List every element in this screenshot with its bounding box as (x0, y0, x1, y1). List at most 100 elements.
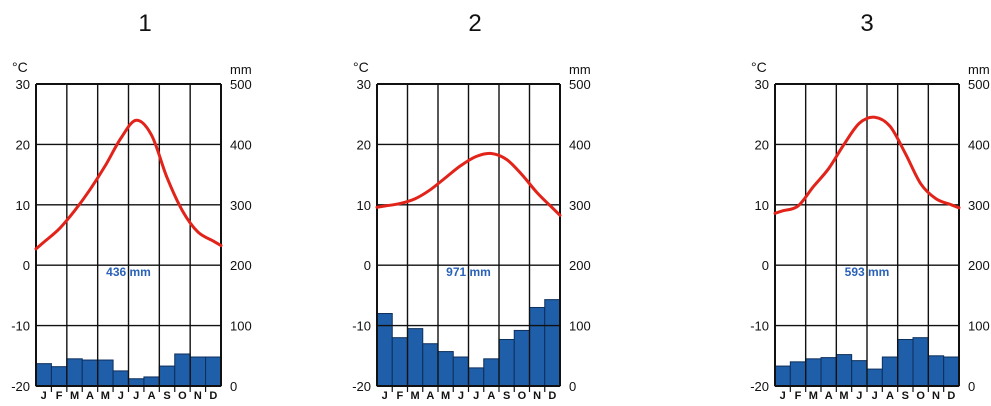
temperature-tick-label: -20 (11, 379, 30, 394)
precipitation-unit-label: mm (230, 62, 252, 77)
month-label: A (148, 390, 156, 401)
precipitation-bar (498, 338, 515, 387)
month-label: J (458, 390, 464, 401)
month-label: A (426, 390, 434, 401)
month-label: A (487, 390, 495, 401)
temperature-unit-label: °C (751, 59, 767, 75)
month-label: S (503, 390, 510, 401)
precipitation-bar (912, 337, 929, 387)
temperature-tick-label: 10 (755, 198, 769, 213)
precipitation-tick-label: 200 (230, 258, 252, 273)
temperature-line (34, 118, 223, 251)
precipitation-bar (376, 313, 393, 387)
temperature-tick-label: 30 (357, 77, 371, 92)
precipitation-tick-label: 500 (968, 77, 990, 92)
temperature-tick-label: 30 (755, 77, 769, 92)
month-label: J (872, 390, 878, 401)
precipitation-unit-label: mm (569, 62, 591, 77)
precipitation-unit-label: mm (968, 62, 990, 77)
temperature-unit-label: °C (353, 59, 369, 75)
month-label: N (932, 390, 940, 401)
precipitation-bar (422, 343, 439, 387)
precipitation-tick-label: 0 (230, 379, 237, 394)
temperature-tick-label: 20 (755, 137, 769, 152)
precipitation-bar (50, 366, 68, 387)
month-label: M (839, 390, 848, 401)
temperature-tick-label: -10 (352, 319, 371, 334)
precipitation-tick-label: 400 (968, 137, 990, 152)
month-label: A (886, 390, 894, 401)
temperature-tick-label: 0 (762, 258, 769, 273)
temperature-tick-label: -10 (11, 319, 30, 334)
precipitation-tick-label: 0 (968, 379, 975, 394)
temperature-tick-label: 0 (364, 258, 371, 273)
precipitation-bar (851, 360, 868, 387)
precipitation-bar (391, 337, 408, 387)
precipitation-tick-label: 100 (230, 319, 252, 334)
precipitation-tick-label: 300 (230, 198, 252, 213)
precipitation-bar (174, 353, 191, 387)
month-label: D (548, 390, 556, 401)
month-label: N (194, 390, 202, 401)
temperature-tick-label: 20 (357, 137, 371, 152)
temperature-line (773, 115, 961, 215)
total-precipitation-label: 593 mm (845, 265, 890, 279)
precipitation-tick-label: 0 (569, 379, 576, 394)
month-label: O (178, 390, 187, 401)
month-label: M (411, 390, 420, 401)
precipitation-bar (81, 359, 99, 387)
month-label: A (825, 390, 833, 401)
precipitation-tick-label: 300 (569, 198, 591, 213)
precipitation-bar (897, 338, 914, 387)
precipitation-bar (483, 358, 500, 387)
precipitation-bar (128, 378, 145, 387)
precipitation-bar (835, 354, 853, 387)
month-label: J (133, 390, 139, 401)
precipitation-bar (866, 368, 883, 387)
precipitation-tick-label: 100 (968, 319, 990, 334)
month-label: J (473, 390, 479, 401)
month-label: M (441, 390, 450, 401)
month-label: M (70, 390, 79, 401)
precipitation-bar (158, 365, 176, 387)
temperature-tick-label: -20 (750, 379, 769, 394)
month-label: M (809, 390, 818, 401)
precipitation-tick-label: 500 (230, 77, 252, 92)
precipitation-bar (35, 363, 52, 387)
month-label: O (518, 390, 527, 401)
month-label: J (856, 390, 862, 401)
month-label: N (533, 390, 541, 401)
precipitation-bar (881, 356, 899, 387)
month-label: F (56, 390, 63, 401)
temperature-tick-label: 20 (16, 137, 30, 152)
temperature-unit-label: °C (12, 59, 28, 75)
chart-title: 1 (138, 10, 151, 37)
total-precipitation-label: 971 mm (446, 265, 491, 279)
month-label: O (916, 390, 925, 401)
precipitation-bar (468, 367, 485, 387)
temperature-line (375, 151, 562, 217)
month-label: F (795, 390, 802, 401)
temperature-tick-label: -20 (352, 379, 371, 394)
month-label: F (397, 390, 404, 401)
precipitation-bar (205, 356, 222, 387)
precipitation-bar (927, 355, 945, 387)
precipitation-tick-label: 200 (569, 258, 591, 273)
precipitation-bar (943, 356, 960, 387)
temperature-tick-label: 30 (16, 77, 30, 92)
precipitation-bar (820, 357, 837, 387)
temperature-tick-label: 10 (16, 198, 30, 213)
precipitation-tick-label: 300 (968, 198, 990, 213)
precipitation-tick-label: 100 (569, 319, 591, 334)
precipitation-tick-label: 400 (569, 137, 591, 152)
precipitation-bar (452, 356, 469, 387)
month-label: A (86, 390, 94, 401)
month-label: J (382, 390, 388, 401)
month-label: D (947, 390, 955, 401)
precipitation-bar (544, 299, 561, 387)
precipitation-bar (805, 358, 822, 387)
precipitation-tick-label: 500 (569, 77, 591, 92)
